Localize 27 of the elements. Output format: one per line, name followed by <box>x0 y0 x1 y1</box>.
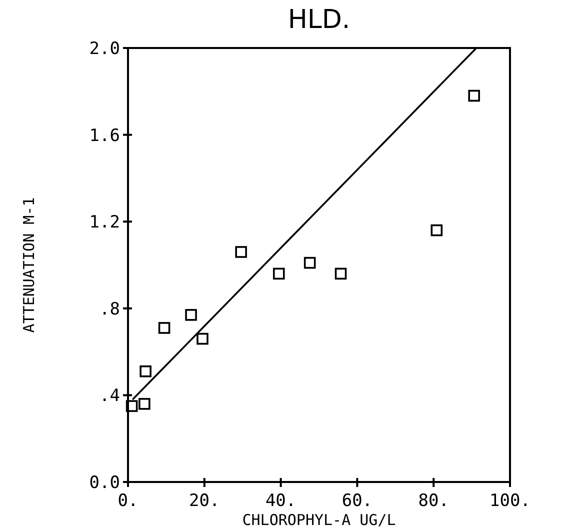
y-tick-label: 1.2 <box>89 212 120 233</box>
x-tick-label: 20. <box>189 491 220 511</box>
point <box>196 332 208 345</box>
y-tick-label: 0.0 <box>89 472 120 493</box>
y-tick-label: .4 <box>100 386 120 406</box>
point <box>304 256 316 269</box>
point <box>140 365 152 378</box>
x-tick-label: 100. <box>490 491 530 511</box>
y-tick-label: 2.0 <box>89 38 120 59</box>
point <box>138 398 150 410</box>
point <box>334 268 347 280</box>
x-tick-label: 60. <box>342 491 373 511</box>
point <box>430 224 443 236</box>
y-axis-title: ATTENUATION M-1 <box>20 197 38 333</box>
x-tick-label: 40. <box>265 491 296 511</box>
point <box>235 246 247 258</box>
point <box>468 90 480 102</box>
y-tick-label: .8 <box>100 299 120 320</box>
point <box>126 400 138 412</box>
point <box>272 268 285 280</box>
point <box>185 309 197 321</box>
x-tick-label: 80. <box>418 491 449 511</box>
y-tick-label: 1.6 <box>89 126 120 146</box>
x-axis-title: CHLOROPHYL-A UG/L <box>242 511 396 529</box>
chart-title: HLD. <box>288 5 350 35</box>
x-tick-label: 0. <box>118 491 138 511</box>
point <box>158 322 170 334</box>
